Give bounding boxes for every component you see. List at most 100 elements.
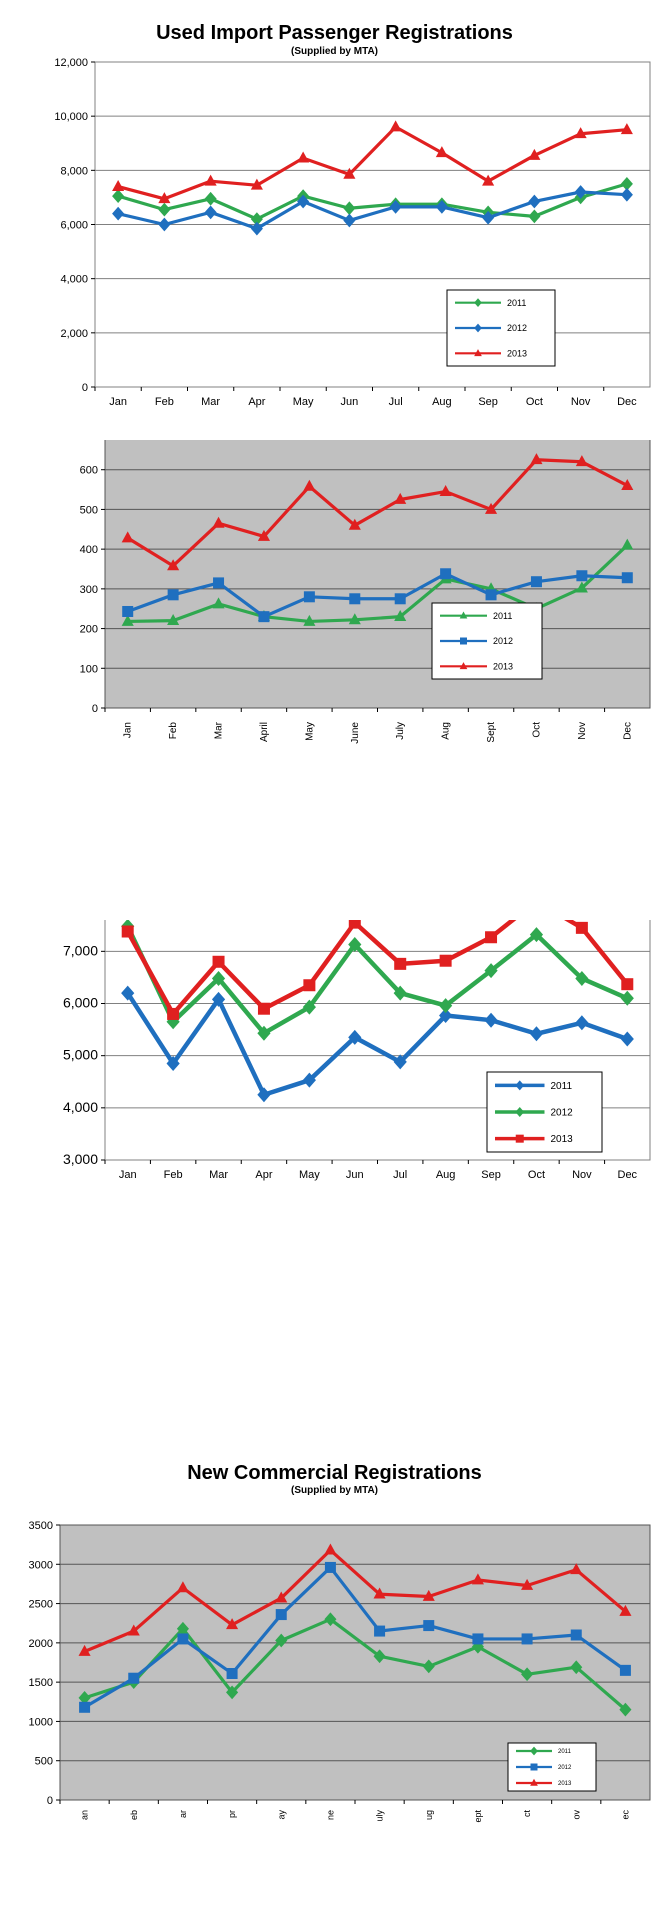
data-point-2011: [204, 191, 217, 206]
x-tick-label: Oct: [531, 722, 542, 738]
data-point-2011: [528, 209, 541, 224]
chart-4-title: New Commercial Registrations: [187, 1462, 482, 1484]
data-point-2012: [484, 963, 498, 979]
chart-1-plot: 0 2,000 4,000 6,000 8,000 10,000 12,000 Jan Feb M…: [54, 57, 651, 408]
data-point-2013: [343, 167, 356, 179]
x-tick-label: an: [80, 1810, 90, 1820]
series-line-2012: [83, 1565, 627, 1709]
legend-label-2012: 2012: [558, 1765, 572, 1771]
chart-4-panel: New Commercial Registrations (Supplied b…: [0, 1440, 669, 1920]
x-tick-label: Mar: [214, 721, 225, 739]
data-point-2012: [349, 593, 361, 605]
data-point-2012: [302, 999, 316, 1015]
data-point-2011: [211, 991, 226, 1007]
data-point-2011: [112, 189, 125, 203]
data-point-2013: [176, 1581, 189, 1593]
y-tick-label: 500: [35, 1756, 53, 1768]
y-tick-label: 8,000: [60, 165, 88, 177]
legend-marker-2012: [474, 323, 482, 333]
series-2012: [121, 920, 634, 1041]
data-point-2013: [257, 529, 271, 541]
data-point-2013: [121, 531, 134, 543]
data-point-2012: [166, 1014, 180, 1030]
x-tick-label: July: [395, 722, 406, 740]
x-tick-label: Sep: [478, 396, 498, 408]
data-point-2012: [575, 970, 589, 986]
data-point-2013: [439, 954, 452, 967]
x-tick-label: Aug: [436, 1169, 456, 1181]
legend-label-2012: 2012: [551, 1108, 574, 1119]
data-point-2012: [619, 1664, 631, 1676]
y-tick-label: 12,000: [54, 57, 88, 69]
data-point-2012: [528, 194, 541, 209]
data-point-2012: [258, 611, 270, 623]
data-point-2012: [275, 1609, 287, 1621]
data-point-2013: [348, 920, 361, 929]
legend-label-2013: 2013: [558, 1781, 572, 1787]
series-line-2011: [127, 544, 629, 624]
data-point-2011: [575, 581, 588, 593]
data-point-2011: [257, 1087, 271, 1103]
x-tick-label: Mar: [201, 396, 220, 408]
x-tick-label: Dec: [618, 1169, 638, 1181]
data-point-2013: [570, 1563, 583, 1575]
y-tick-label: 4,000: [60, 274, 88, 286]
data-point-2012: [158, 217, 171, 232]
x-tick-label: June: [350, 722, 361, 744]
x-tick-label: ug: [424, 1810, 434, 1820]
data-point-2012: [574, 185, 587, 199]
series-line-2012: [125, 925, 629, 1036]
data-point-2012: [128, 1672, 140, 1684]
chart-2-panel: Used Commercial Registrations (Supplied …: [0, 440, 669, 920]
x-tick-label: Feb: [164, 1169, 183, 1181]
data-point-2012: [440, 568, 452, 580]
data-point-2013: [621, 978, 634, 991]
data-point-2013: [303, 479, 316, 491]
y-tick-label: 5,000: [63, 1047, 98, 1063]
legend-label-2012: 2012: [507, 323, 527, 333]
data-point-2011: [158, 202, 171, 217]
y-tick-label: 200: [80, 624, 98, 636]
legend-marker-2011: [474, 298, 482, 308]
series-2012: [122, 568, 633, 623]
y-tick-label: 6,000: [60, 220, 88, 232]
data-point-2012: [530, 576, 542, 588]
data-point-2013: [620, 123, 633, 135]
data-point-2013: [275, 1591, 288, 1603]
data-point-2013: [422, 1589, 435, 1601]
series-line-2012: [127, 572, 628, 619]
x-tick-label: Aug: [432, 396, 452, 408]
data-point-2011: [619, 1702, 632, 1717]
x-tick-label: pr: [227, 1810, 237, 1818]
x-tick-label: ne: [325, 1810, 335, 1820]
data-point-2011: [166, 1055, 180, 1071]
legend-marker-2012: [515, 1107, 525, 1117]
data-point-2012: [576, 570, 588, 582]
legend-label-2012: 2012: [493, 636, 513, 646]
data-point-2011: [121, 985, 135, 1001]
chart-2-plot: 0100200300400500600700JanFebMarAprilMayJ…: [80, 440, 651, 744]
y-tick-label: 10,000: [54, 111, 88, 123]
data-point-2012: [213, 577, 225, 589]
series-2013: [78, 1543, 632, 1656]
data-point-2011: [621, 538, 634, 550]
y-tick-label: 100: [80, 663, 98, 675]
data-point-2013: [394, 957, 407, 970]
x-tick-label: Jan: [123, 722, 134, 738]
plot-area: [104, 440, 651, 709]
data-point-2013: [112, 179, 125, 191]
legend-marker-2012: [460, 637, 467, 645]
data-point-2012: [226, 1668, 238, 1679]
legend-marker-2011: [530, 1746, 538, 1756]
legend-label-2011: 2011: [551, 1081, 573, 1092]
y-tick-label: 7,000: [63, 942, 98, 958]
data-point-2012: [79, 1701, 91, 1713]
x-tick-label: Apr: [255, 1169, 272, 1181]
x-tick-label: May: [304, 722, 315, 741]
x-tick-label: ay: [276, 1810, 286, 1820]
data-point-2011: [343, 201, 356, 216]
series-line-2013: [125, 920, 630, 1017]
legend-marker-2013: [515, 1134, 524, 1143]
legend-marker-2011: [459, 611, 468, 619]
x-tick-label: Feb: [155, 396, 174, 408]
